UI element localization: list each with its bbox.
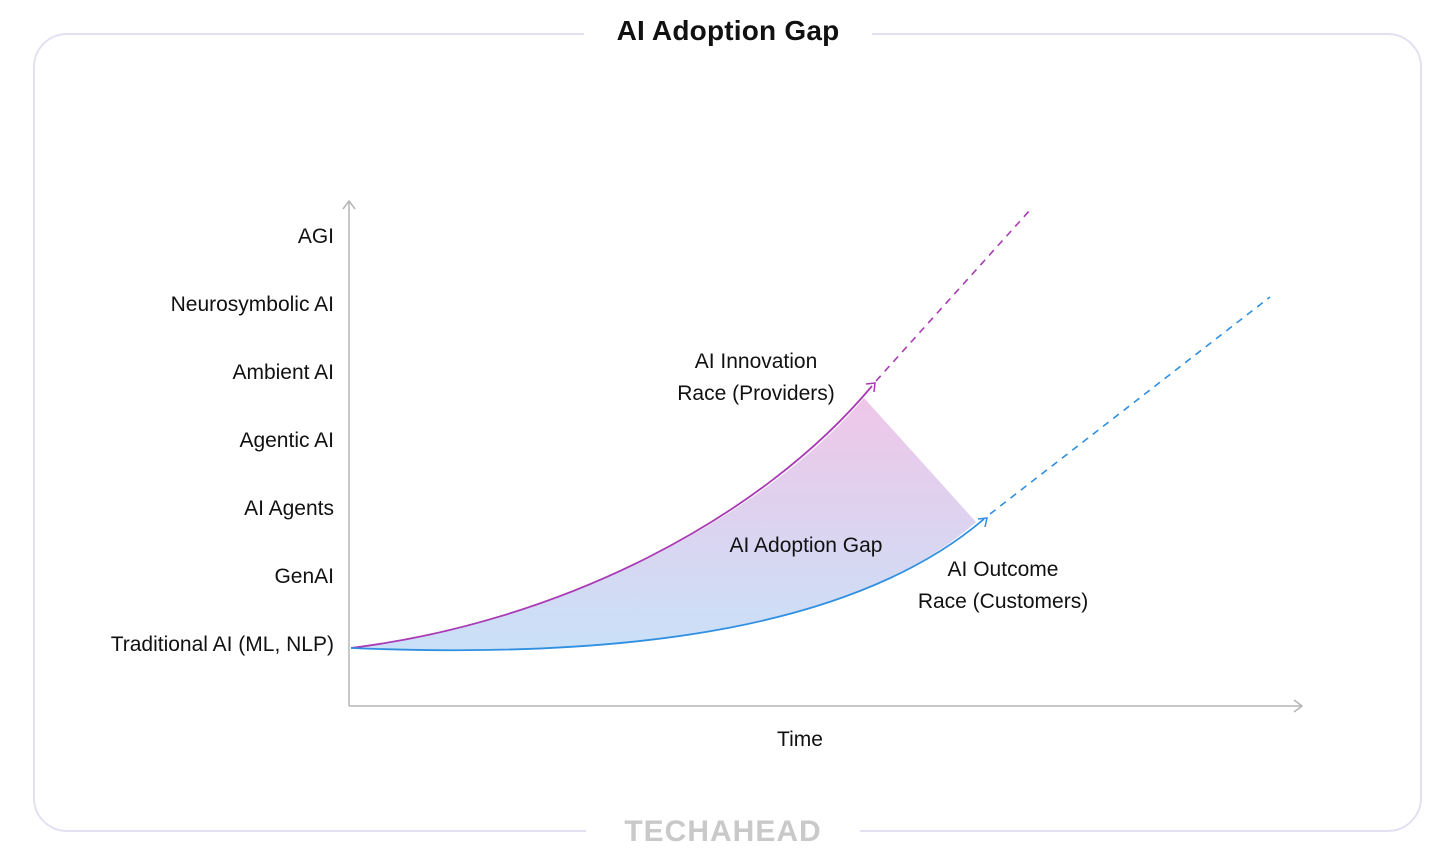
outcome-projection: [989, 296, 1271, 515]
innovation-projection: [875, 209, 1031, 382]
outcome-race-label-line1: AI Outcome: [947, 558, 1059, 581]
y-level-ambient-ai: Ambient AI: [232, 361, 334, 384]
innovation-curve: [350, 385, 873, 649]
y-level-traditional-ai: Traditional AI (ML, NLP): [110, 633, 334, 656]
adoption-gap-area: [351, 398, 976, 651]
outcome-arrowhead: [977, 517, 988, 528]
innovation-race-label-line2: Race (Providers): [677, 382, 835, 405]
y-level-neurosymbolic-ai: Neurosymbolic AI: [170, 293, 334, 316]
innovation-race-label-line1: AI Innovation: [694, 350, 818, 373]
page-title: AI Adoption Gap: [584, 12, 872, 50]
x-axis-label: Time: [777, 728, 823, 751]
outcome-race-label-line2: Race (Customers): [917, 590, 1089, 613]
y-level-genai: GenAI: [274, 565, 334, 588]
brand-logo: TECHAHEAD: [586, 812, 860, 852]
y-level-ai-agents: AI Agents: [244, 497, 334, 520]
y-level-agentic-ai: Agentic AI: [239, 429, 334, 452]
y-axis-arrowhead: [342, 199, 356, 210]
innovation-arrowhead: [865, 382, 876, 393]
innovation-race-label: AI Innovation Race (Providers): [646, 346, 866, 410]
x-axis-arrowhead: [1293, 699, 1304, 713]
outcome-curve: [350, 518, 985, 652]
outcome-race-label: AI Outcome Race (Customers): [883, 554, 1123, 618]
y-level-agi: AGI: [297, 225, 334, 248]
adoption-gap-label: AI Adoption Gap: [729, 534, 883, 557]
